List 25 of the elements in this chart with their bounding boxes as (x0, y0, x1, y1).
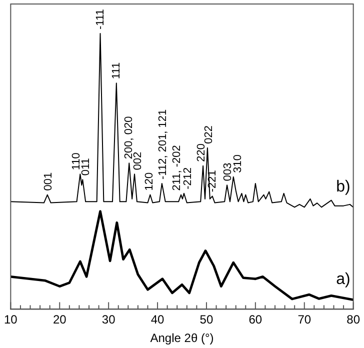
x-tick-label: 10 (4, 312, 18, 327)
annotation: 120 (144, 172, 156, 191)
x-axis-title: Angle 2θ (°) (150, 331, 214, 346)
x-tick-label: 40 (150, 312, 165, 327)
annotation: 110 (70, 152, 82, 170)
annotation: 220 (196, 143, 208, 162)
x-tick-label: 50 (200, 312, 214, 327)
annotation: 011 (80, 158, 92, 176)
annotation: 003 (222, 162, 234, 182)
annotation: -212 (182, 167, 194, 190)
x-tick-label: 80 (346, 312, 360, 327)
annotation: 002 (132, 152, 144, 170)
x-tick-label: 60 (248, 312, 262, 327)
annotation: -111 (94, 9, 106, 30)
annotation: 022 (202, 126, 215, 144)
x-tick-label: 70 (298, 312, 312, 327)
annotation: 111 (110, 62, 122, 80)
annotation: 211, -202 (171, 145, 184, 191)
series-label: a) (336, 271, 350, 288)
annotation: 001 (42, 172, 54, 191)
annotation: 310 (232, 154, 244, 173)
x-tick-label: 30 (102, 312, 116, 327)
series-label: b) (336, 178, 350, 196)
x-tick-label: 20 (52, 312, 67, 327)
annotation: -112, 201, 121 (156, 109, 169, 180)
